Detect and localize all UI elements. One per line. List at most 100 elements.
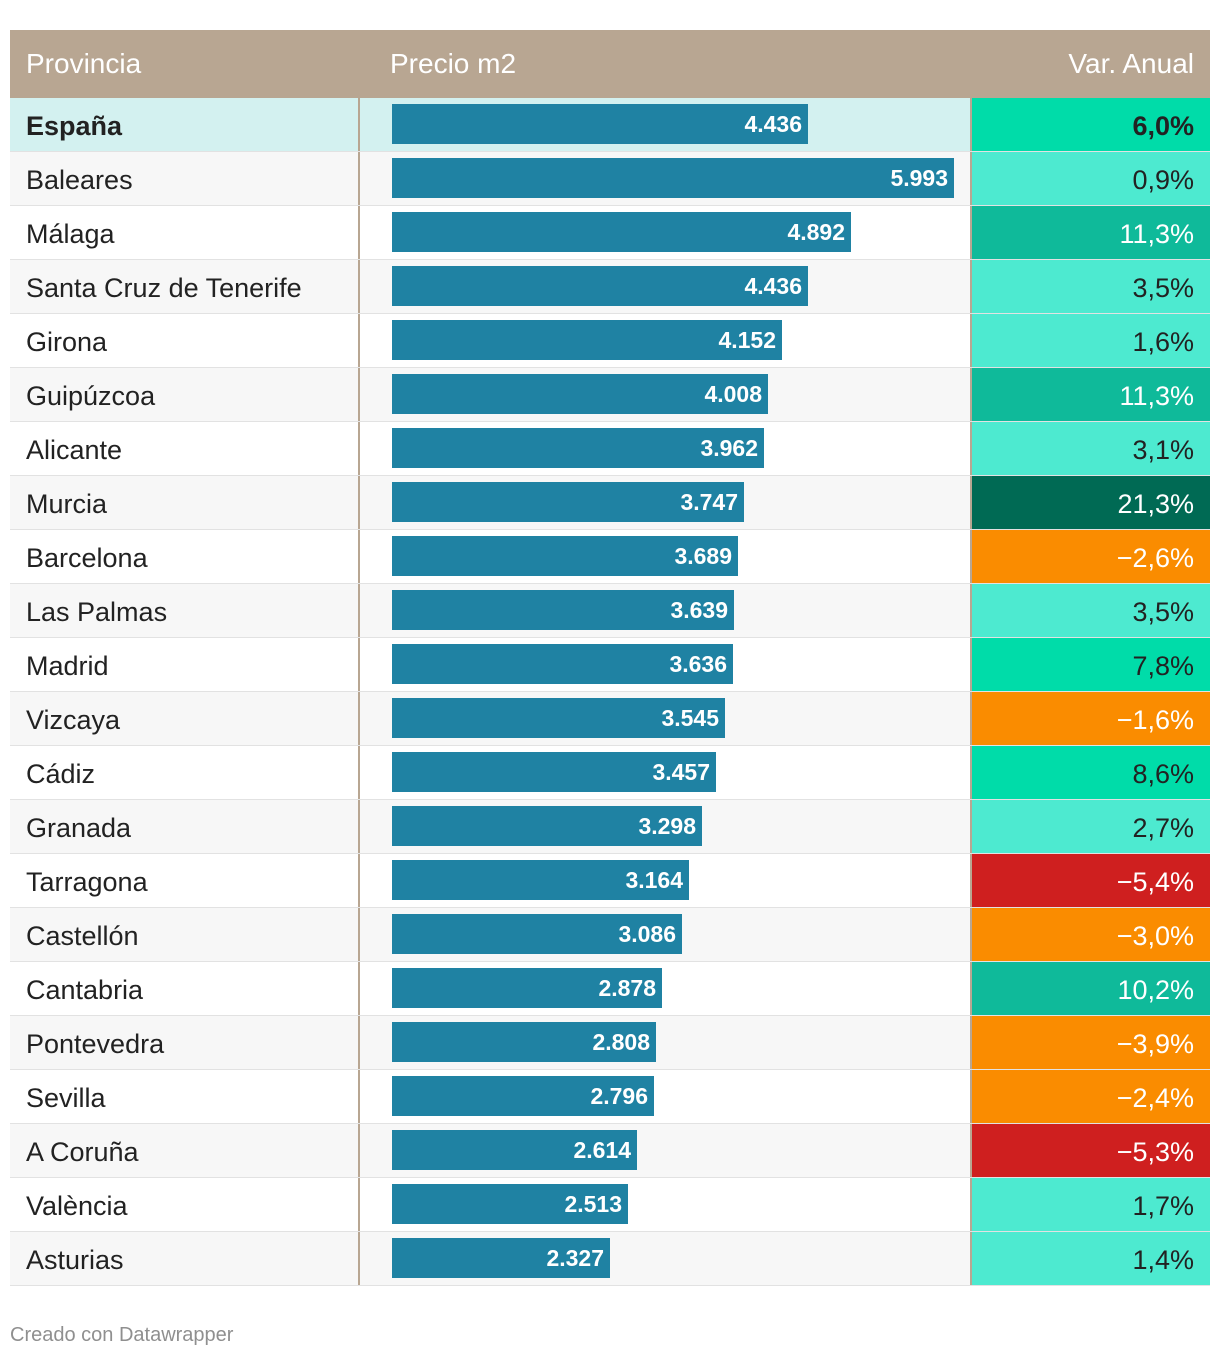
precio-bar: 2.796 — [392, 1076, 654, 1116]
table-row: Alicante 3.962 3,1% — [10, 422, 1210, 476]
variacion-cell: −1,6% — [972, 692, 1210, 745]
variacion-label: 8,6% — [1132, 759, 1194, 789]
provincia-label: Sevilla — [26, 1083, 106, 1113]
variacion-label: 11,3% — [1119, 219, 1194, 249]
precio-cell: 3.457 — [360, 746, 972, 799]
table-row: Sevilla 2.796 −2,4% — [10, 1070, 1210, 1124]
table-row: Girona 4.152 1,6% — [10, 314, 1210, 368]
variacion-cell: −5,4% — [972, 854, 1210, 907]
variacion-label: 7,8% — [1132, 651, 1194, 681]
precio-cell: 2.513 — [360, 1178, 972, 1231]
provincia-label: Guipúzcoa — [26, 381, 156, 411]
provincia-cell: Barcelona — [10, 530, 360, 583]
precio-label: 2.614 — [573, 1137, 631, 1163]
precio-cell: 4.152 — [360, 314, 972, 367]
precio-bar: 4.892 — [392, 212, 851, 252]
provincia-cell: Granada — [10, 800, 360, 853]
table-row: Asturias 2.327 1,4% — [10, 1232, 1210, 1286]
variacion-cell: 1,7% — [972, 1178, 1210, 1231]
precio-cell: 4.436 — [360, 98, 972, 151]
table-row: Baleares 5.993 0,9% — [10, 152, 1210, 206]
table-row: Madrid 3.636 7,8% — [10, 638, 1210, 692]
provincia-label: Cádiz — [26, 759, 96, 789]
variacion-label: 6,0% — [1132, 111, 1194, 141]
precio-label: 3.747 — [680, 489, 738, 515]
precio-cell: 5.993 — [360, 152, 972, 205]
provincia-label: València — [26, 1191, 128, 1221]
precio-label: 4.892 — [787, 219, 845, 245]
precio-bar: 2.808 — [392, 1022, 656, 1062]
provincia-label: Alicante — [26, 435, 123, 465]
precio-cell: 2.796 — [360, 1070, 972, 1123]
provincia-cell: Castellón — [10, 908, 360, 961]
provincia-label: Baleares — [26, 165, 133, 195]
provincia-label: Madrid — [26, 651, 109, 681]
header-provincia[interactable]: Provincia — [26, 48, 142, 79]
precio-label: 3.298 — [638, 813, 696, 839]
variacion-label: 3,5% — [1132, 597, 1194, 627]
variacion-label: 1,4% — [1132, 1245, 1194, 1275]
precio-cell: 3.689 — [360, 530, 972, 583]
variacion-label: −2,6% — [1116, 543, 1194, 573]
variacion-cell: 6,0% — [972, 98, 1210, 151]
provincia-label: Tarragona — [26, 867, 148, 897]
table-row: Pontevedra 2.808 −3,9% — [10, 1016, 1210, 1070]
variacion-cell: 3,1% — [972, 422, 1210, 475]
precio-label: 3.639 — [670, 597, 728, 623]
precio-bar: 3.962 — [392, 428, 764, 468]
provincia-cell: Santa Cruz de Tenerife — [10, 260, 360, 313]
variacion-label: 1,7% — [1132, 1191, 1194, 1221]
precio-cell: 2.808 — [360, 1016, 972, 1069]
variacion-label: −2,4% — [1116, 1083, 1194, 1113]
provincia-label: Asturias — [26, 1245, 124, 1275]
variacion-label: 21,3% — [1117, 489, 1194, 519]
provincia-cell: Cantabria — [10, 962, 360, 1015]
precio-bar: 3.164 — [392, 860, 689, 900]
variacion-cell: 8,6% — [972, 746, 1210, 799]
precio-label: 4.008 — [704, 381, 762, 407]
provincia-cell: Baleares — [10, 152, 360, 205]
header-variacion[interactable]: Var. Anual — [1068, 48, 1194, 79]
provincia-label: España — [26, 111, 123, 141]
data-table: Provincia Precio m2 Var. Anual España 4.4… — [10, 30, 1210, 1286]
variacion-cell: 11,3% — [972, 368, 1210, 421]
precio-cell: 2.327 — [360, 1232, 972, 1285]
precio-cell: 4.436 — [360, 260, 972, 313]
precio-cell: 4.892 — [360, 206, 972, 259]
precio-cell: 3.298 — [360, 800, 972, 853]
precio-bar: 2.327 — [392, 1238, 610, 1278]
variacion-cell: −3,9% — [972, 1016, 1210, 1069]
provincia-label: Cantabria — [26, 975, 144, 1005]
table-row: València 2.513 1,7% — [10, 1178, 1210, 1232]
variacion-label: −5,4% — [1116, 867, 1194, 897]
precio-label: 3.689 — [674, 543, 732, 569]
provincia-label: Murcia — [26, 489, 108, 519]
table-body: España 4.436 6,0% Baleares 5.993 0,9% Málaga 4.… — [10, 98, 1210, 1286]
variacion-cell: 21,3% — [972, 476, 1210, 529]
provincia-cell: Tarragona — [10, 854, 360, 907]
variacion-cell: 0,9% — [972, 152, 1210, 205]
variacion-label: −3,9% — [1116, 1029, 1194, 1059]
precio-label: 3.457 — [652, 759, 710, 785]
variacion-cell: −5,3% — [972, 1124, 1210, 1177]
provincia-label: Las Palmas — [26, 597, 168, 627]
precio-bar: 5.993 — [392, 158, 954, 198]
variacion-label: 3,5% — [1132, 273, 1194, 303]
precio-label: 3.164 — [625, 867, 683, 893]
precio-bar: 3.298 — [392, 806, 702, 846]
credit-footer: Creado con Datawrapper — [10, 1324, 234, 1346]
header-precio[interactable]: Precio m2 — [390, 48, 517, 79]
table-row: Cantabria 2.878 10,2% — [10, 962, 1210, 1016]
provincia-label: A Coruña — [26, 1137, 139, 1167]
precio-label: 2.327 — [546, 1245, 604, 1271]
variacion-cell: 7,8% — [972, 638, 1210, 691]
precio-cell: 3.962 — [360, 422, 972, 475]
provincia-label: Barcelona — [26, 543, 148, 573]
precio-bar: 3.636 — [392, 644, 733, 684]
precio-bar: 3.639 — [392, 590, 734, 630]
provincia-label: Málaga — [26, 219, 115, 249]
provincia-cell: Vizcaya — [10, 692, 360, 745]
precio-bar: 4.152 — [392, 320, 782, 360]
precio-bar: 3.689 — [392, 536, 738, 576]
variacion-label: −5,3% — [1116, 1137, 1194, 1167]
